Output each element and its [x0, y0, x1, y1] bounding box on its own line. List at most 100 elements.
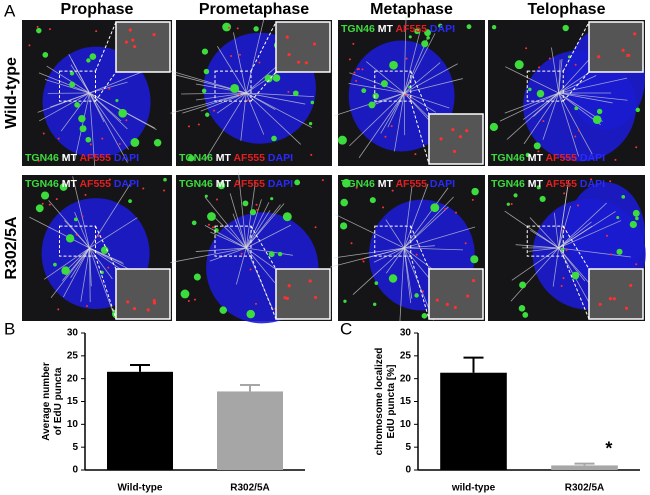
golgi-spot: [36, 27, 42, 34]
column-header: Metaphase: [370, 1, 453, 18]
puncta: [230, 54, 233, 57]
golgi-spot: [616, 215, 620, 220]
golgi-spot: [201, 48, 209, 55]
inset-puncta: [598, 302, 602, 306]
golgi-spot: [100, 246, 109, 254]
golgi-spot: [571, 271, 580, 280]
inset-puncta: [633, 32, 637, 36]
golgi-spot: [271, 135, 277, 142]
microtubule: [366, 61, 405, 94]
golgi-spot: [518, 305, 526, 312]
golgi-spot: [489, 122, 499, 132]
inset-puncta: [287, 53, 291, 57]
golgi-spot: [629, 220, 637, 229]
puncta: [227, 26, 230, 29]
puncta: [565, 249, 568, 252]
channel-name: DAPI: [268, 152, 293, 164]
channel-legend: TGN46 MT AF555 DAPI: [25, 152, 139, 164]
puncta: [537, 150, 540, 153]
puncta: [415, 253, 418, 256]
microtubule: [403, 186, 413, 249]
golgi-spot: [100, 270, 104, 275]
inset-puncta: [435, 298, 439, 302]
inset-puncta: [466, 294, 470, 298]
microtubule: [510, 247, 559, 302]
y-tick-label: 0: [72, 465, 78, 476]
microtubule: [38, 72, 90, 94]
golgi-spot: [389, 60, 398, 70]
puncta: [163, 189, 166, 192]
microtubule: [48, 200, 90, 249]
inset-puncta: [287, 284, 291, 288]
y-axis-label: Average numberof EdU puncta: [41, 362, 64, 441]
zoom-line: [410, 70, 430, 115]
zoom-box: [59, 70, 96, 102]
bar: [440, 372, 507, 470]
golgi-spot: [522, 312, 529, 318]
golgi-spot: [264, 74, 273, 83]
puncta: [635, 263, 638, 266]
puncta: [84, 193, 87, 196]
microtubule: [246, 92, 314, 97]
microtubule: [245, 202, 270, 249]
inset-puncta: [152, 301, 157, 305]
microtubule: [558, 179, 570, 249]
golgi-spot: [361, 88, 367, 94]
row-label: Wild-type: [3, 57, 20, 129]
zoom-box: [374, 70, 412, 102]
microtubule: [245, 92, 302, 145]
microtubule: [558, 55, 594, 94]
puncta: [421, 290, 424, 293]
puncta: [287, 90, 290, 93]
microtubule: [46, 65, 90, 94]
golgi-spot: [118, 108, 128, 118]
inset-puncta: [285, 35, 289, 39]
golgi-spot: [69, 71, 75, 76]
puncta: [464, 242, 467, 245]
puncta: [444, 208, 447, 211]
puncta: [187, 299, 190, 302]
puncta: [101, 137, 104, 140]
channel-legend: TGN46 MT AF555 DAPI: [491, 152, 605, 164]
x-tick-label: R302/5A: [565, 483, 604, 494]
zoom-box: [214, 70, 252, 102]
inset-puncta: [612, 297, 616, 301]
zoom-line: [410, 100, 430, 165]
golgi-spot: [424, 29, 431, 37]
microtubule: [200, 92, 247, 112]
microtubule: [235, 247, 247, 285]
microtubule: [210, 231, 247, 249]
golgi-spot: [249, 209, 257, 216]
microtubule: [499, 92, 559, 122]
channel-name: MT: [378, 178, 394, 190]
inset-puncta: [283, 296, 287, 300]
microtubule: [182, 92, 247, 114]
inset: [275, 21, 331, 73]
microtubule: [403, 247, 412, 304]
panel-label: C: [340, 319, 352, 338]
microtubule: [50, 247, 90, 299]
puncta: [256, 208, 259, 211]
golgi-spot: [519, 281, 527, 289]
microtubule: [39, 92, 90, 122]
golgi-spot: [130, 138, 140, 147]
zoom-box: [214, 225, 252, 257]
microtubule: [558, 58, 563, 94]
channel-name: MT: [216, 152, 232, 164]
golgi-spot: [246, 309, 255, 319]
microtubule: [387, 92, 405, 128]
puncta: [240, 252, 243, 255]
golgi-spot: [374, 281, 379, 285]
puncta: [310, 153, 313, 156]
microtubule: [43, 247, 90, 280]
golgi-spot: [372, 302, 377, 307]
golgi-spot: [79, 125, 87, 133]
zoom-line: [562, 255, 590, 320]
golgi-spot: [340, 198, 349, 207]
puncta: [41, 202, 44, 205]
microtubule: [89, 247, 113, 280]
y-tick-label: 10: [67, 419, 79, 430]
puncta: [255, 203, 258, 206]
x-tick-label: R302/5A: [230, 483, 269, 494]
